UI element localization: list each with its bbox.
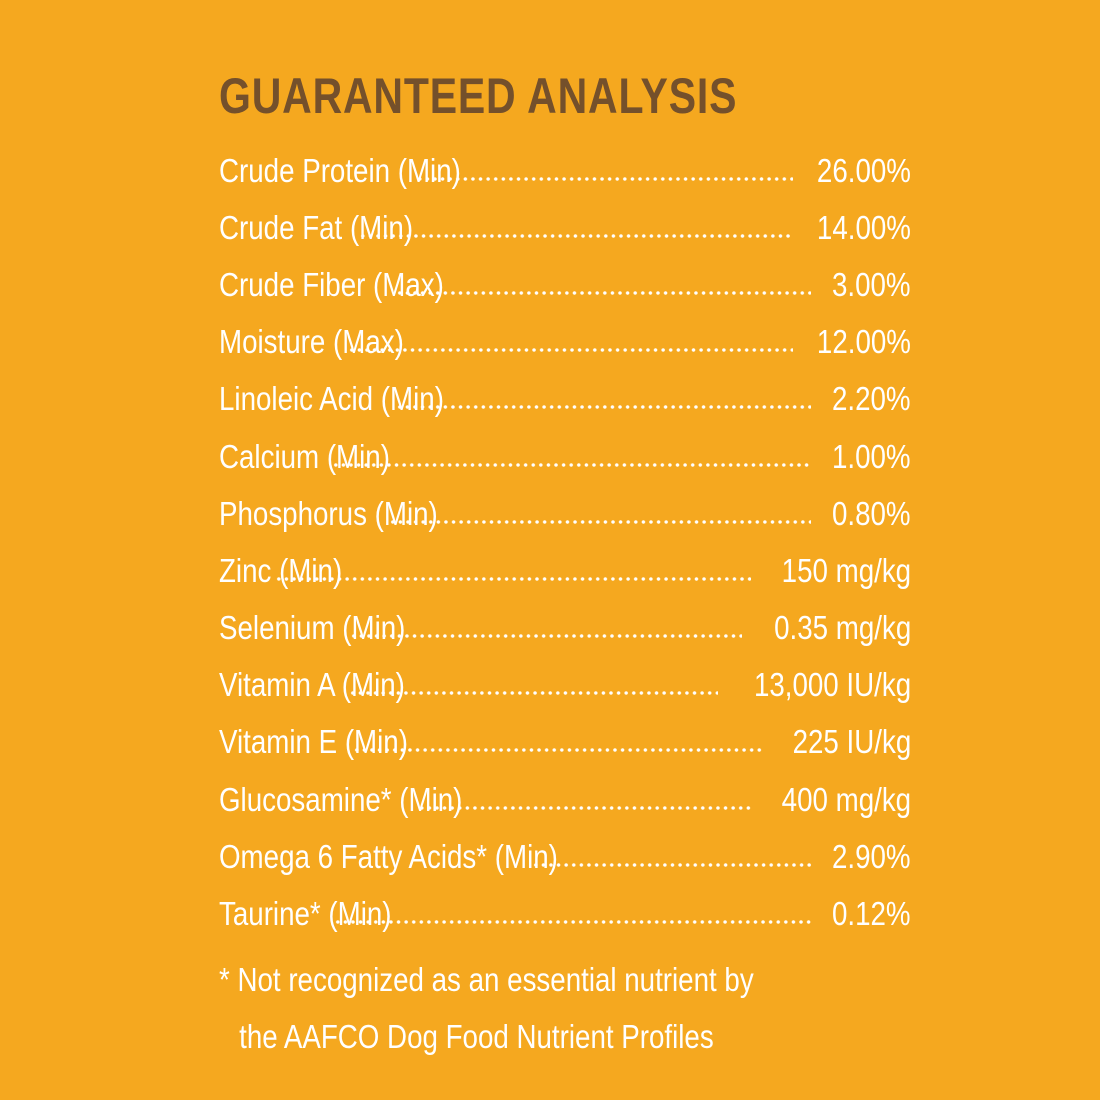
nutrient-value: 12.00%	[816, 323, 911, 361]
analysis-row-taurine: Taurine* (Min) 0.12%	[219, 885, 911, 942]
nutrient-value: 0.80%	[832, 494, 911, 532]
analysis-list: Crude Protein (Min) 26.00% Crude Fat (Mi…	[219, 142, 911, 943]
analysis-row-phosphorus: Phosphorus (Min) 0.80%	[219, 485, 911, 542]
nutrient-value: 2.90%	[832, 837, 911, 875]
analysis-row-vitamin-a: Vitamin A (Min) 13,000 IU/kg	[219, 657, 911, 714]
page-title: GUARANTEED ANALYSIS	[219, 68, 738, 124]
analysis-row-omega-6: Omega 6 Fatty Acids* (Min) 2.90%	[219, 828, 911, 885]
analysis-row-linoleic-acid: Linoleic Acid (Min) 2.20%	[219, 371, 911, 428]
nutrient-label: Crude Fiber (Max)	[219, 265, 444, 303]
dot-leader	[359, 233, 794, 238]
nutrient-value: 26.00%	[816, 151, 911, 189]
nutrient-label: Phosphorus (Min)	[219, 494, 438, 532]
dot-leader	[417, 805, 751, 810]
analysis-row-zinc: Zinc (Min) 150 mg/kg	[219, 542, 911, 599]
nutrient-value: 3.00%	[832, 265, 911, 303]
nutrient-label: Moisture (Max)	[219, 323, 404, 361]
nutrient-value: 14.00%	[816, 208, 911, 246]
analysis-row-glucosamine: Glucosamine* (Min) 400 mg/kg	[219, 771, 911, 828]
nutrient-value: 1.00%	[832, 437, 911, 475]
nutrient-label: Selenium (Min)	[219, 609, 406, 647]
nutrient-label: Vitamin A (Min)	[219, 666, 405, 704]
nutrient-label: Vitamin E (Min)	[219, 723, 408, 761]
dot-leader	[395, 290, 812, 295]
dot-leader	[388, 519, 812, 524]
dot-leader	[531, 862, 812, 867]
dot-leader	[348, 348, 794, 353]
nutrient-label: Linoleic Acid (Min)	[219, 380, 444, 418]
analysis-row-moisture: Moisture (Max) 12.00%	[219, 314, 911, 371]
dot-leader	[395, 405, 812, 410]
dot-leader	[349, 691, 718, 696]
footnote: * Not recognized as an essential nutrien…	[219, 951, 911, 1065]
nutrient-value: 225 IU/kg	[792, 723, 911, 761]
nutrient-value: 0.12%	[832, 895, 911, 933]
analysis-row-selenium: Selenium (Min) 0.35 mg/kg	[219, 600, 911, 657]
dot-leader	[350, 634, 742, 639]
nutrient-value: 0.35 mg/kg	[773, 609, 911, 647]
analysis-row-crude-fat: Crude Fat (Min) 14.00%	[219, 199, 911, 256]
analysis-row-crude-fiber: Crude Fiber (Max) 3.00%	[219, 256, 911, 313]
analysis-row-vitamin-e: Vitamin E (Min) 225 IU/kg	[219, 714, 911, 771]
nutrient-label: Glucosamine* (Min)	[219, 780, 463, 818]
footnote-line-2: the AAFCO Dog Food Nutrient Profiles	[239, 1017, 714, 1055]
dot-leader	[353, 748, 764, 753]
nutrient-label: Calcium (Min)	[219, 437, 390, 475]
analysis-row-crude-protein: Crude Protein (Min) 26.00%	[219, 142, 911, 199]
dot-leader	[274, 576, 751, 581]
nutrient-label: Taurine* (Min)	[219, 895, 392, 933]
nutrient-label: Crude Protein (Min)	[219, 151, 461, 189]
dot-leader	[333, 920, 812, 925]
nutrient-label: Omega 6 Fatty Acids* (Min)	[219, 837, 558, 875]
nutrient-value: 400 mg/kg	[781, 780, 911, 818]
nutrient-value: 2.20%	[832, 380, 911, 418]
analysis-row-calcium: Calcium (Min) 1.00%	[219, 428, 911, 485]
nutrient-label: Crude Fat (Min)	[219, 208, 414, 246]
nutrient-value: 13,000 IU/kg	[753, 666, 911, 704]
nutrient-value: 150 mg/kg	[781, 551, 911, 589]
dot-leader	[416, 176, 794, 181]
guaranteed-analysis-panel: GUARANTEED ANALYSIS Crude Protein (Min) …	[219, 58, 911, 1065]
dot-leader	[331, 462, 812, 467]
nutrient-label: Zinc (Min)	[219, 551, 343, 589]
footnote-line-1: * Not recognized as an essential nutrien…	[219, 960, 754, 998]
